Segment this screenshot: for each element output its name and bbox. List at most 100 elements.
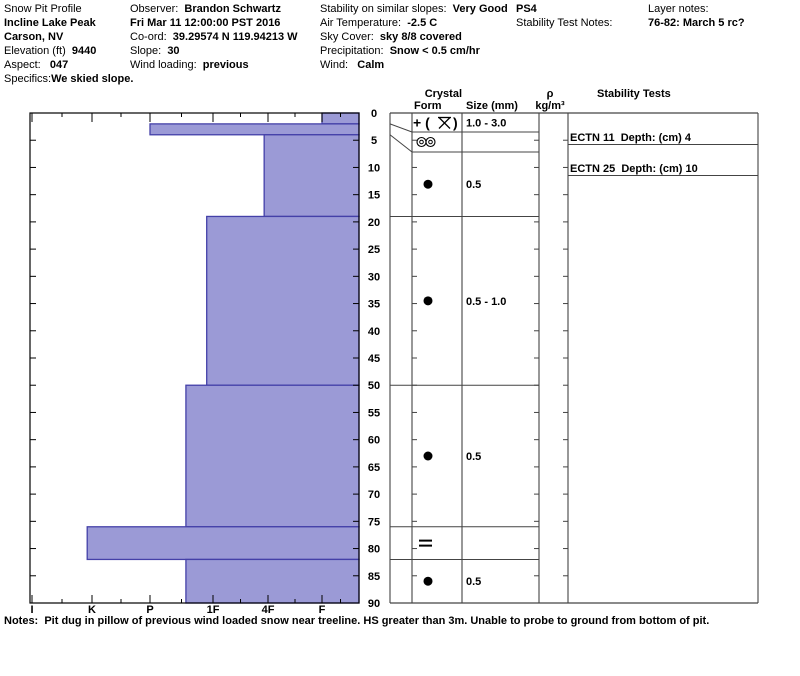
depth-axis-label: 15 bbox=[368, 190, 380, 202]
density-unit-header: kg/m³ bbox=[535, 100, 565, 112]
header-line: Elevation (ft) 9440 bbox=[4, 44, 133, 58]
header-column-location: Snow Pit Profile Incline Lake Peak Carson,… bbox=[4, 2, 133, 86]
depth-axis-label: 90 bbox=[368, 598, 380, 610]
depth-axis-label: 25 bbox=[368, 244, 380, 256]
header-column-conditions: Stability on similar slopes: Very Good Ai… bbox=[320, 2, 508, 72]
field-value: previous bbox=[202, 59, 249, 71]
hardness-bar-layer-4-19 bbox=[263, 134, 360, 218]
hardness-axis-label: K bbox=[88, 604, 96, 616]
header-line: Aspect: 047 bbox=[4, 58, 133, 72]
field-value: 76-82: March 5 rc? bbox=[648, 17, 745, 29]
field-value: -2.5 C bbox=[407, 17, 438, 29]
stability-test-entry: ECTN 25 Depth: (cm) 10 bbox=[570, 163, 698, 175]
notes-label: Notes: bbox=[4, 615, 45, 627]
field-label: Stability on similar slopes: bbox=[320, 3, 453, 15]
field-value: We skied slope. bbox=[51, 73, 134, 85]
header-line: Wind: Calm bbox=[320, 58, 508, 72]
depth-axis-label: 50 bbox=[368, 380, 380, 392]
form-column-header: Form bbox=[414, 100, 442, 112]
depth-axis-label: 20 bbox=[368, 217, 380, 229]
hardness-bar-layer-50-76 bbox=[185, 384, 360, 528]
header-line: Air Temperature: -2.5 C bbox=[320, 16, 508, 30]
field-value: Fri Mar 11 12:00:00 PST 2016 bbox=[130, 17, 281, 29]
crystal-new-snow-icon: + ( bbox=[413, 115, 430, 131]
crystal-rounded-grain-icon bbox=[423, 576, 433, 586]
hardness-axis-label: I bbox=[30, 604, 33, 616]
header-line: Specifics:We skied slope. bbox=[4, 72, 133, 86]
grain-size-value: 0.5 bbox=[466, 179, 481, 191]
header-line: 76-82: March 5 rc? bbox=[648, 16, 745, 30]
header-line: Co-ord: 39.29574 N 119.94213 W bbox=[130, 30, 298, 44]
header-line: Wind loading: previous bbox=[130, 58, 298, 72]
field-value: Brandon Schwartz bbox=[184, 3, 281, 15]
layer-leader-line bbox=[389, 123, 413, 133]
header-column-observer: Observer: Brandon Schwartz Fri Mar 11 12:… bbox=[130, 2, 298, 72]
field-value: sky 8/8 covered bbox=[379, 31, 462, 43]
depth-axis-label: 10 bbox=[368, 162, 380, 174]
header-line: Sky Cover: sky 8/8 covered bbox=[320, 30, 508, 44]
depth-axis-label: 70 bbox=[368, 489, 380, 501]
crystal-melt-crust-icon bbox=[428, 139, 433, 145]
header-line: Stability on similar slopes: Very Good bbox=[320, 2, 508, 16]
header-line: Slope: 30 bbox=[130, 44, 298, 58]
header-line: Precipitation: Snow < 0.5 cm/hr bbox=[320, 44, 508, 58]
field-value: Carson, NV bbox=[4, 31, 64, 43]
header-column-test-notes: PS4 Stability Test Notes: bbox=[516, 2, 612, 30]
field-value: 39.29574 N 119.94213 W bbox=[172, 31, 298, 43]
notes-text: Pit dug in pillow of previous wind loade… bbox=[44, 615, 710, 627]
hardness-axis-label: F bbox=[319, 604, 326, 616]
depth-axis-label: 35 bbox=[368, 299, 380, 311]
depth-axis-label: 60 bbox=[368, 435, 380, 447]
depth-axis-label: 55 bbox=[368, 407, 380, 419]
header-line: Observer: Brandon Schwartz bbox=[130, 2, 298, 16]
hardness-bar-layer-2-4 bbox=[149, 123, 360, 136]
hardness-bar-layer-19-50 bbox=[206, 215, 360, 386]
header-line: Fri Mar 11 12:00:00 PST 2016 bbox=[130, 16, 298, 30]
hardness-axis-label: 4F bbox=[262, 604, 275, 616]
field-label: Observer: bbox=[130, 3, 185, 15]
header-line: Layer notes: bbox=[648, 2, 745, 16]
field-label: Slope: bbox=[130, 45, 168, 57]
field-label: Snow Pit Profile bbox=[4, 3, 82, 15]
field-value: 30 bbox=[167, 45, 180, 57]
crystal-rounded-grain-icon bbox=[423, 451, 433, 461]
crystal-rounded-grain-icon bbox=[423, 179, 433, 189]
header-column-layer-notes: Layer notes: 76-82: March 5 rc? bbox=[648, 2, 745, 30]
crystal-column-header: Crystal bbox=[425, 88, 462, 100]
crystal-melt-crust-icon bbox=[425, 136, 436, 148]
crystal-stellar-icon bbox=[438, 117, 451, 129]
depth-axis-label: 75 bbox=[368, 516, 380, 528]
field-label: Wind: bbox=[320, 59, 358, 71]
size-column-header: Size (mm) bbox=[466, 100, 518, 112]
crystal-rounded-grain-icon bbox=[423, 296, 433, 306]
hardness-axis-label: P bbox=[146, 604, 153, 616]
crystal-new-snow-icon: ) bbox=[453, 115, 458, 131]
depth-axis-label: 30 bbox=[368, 271, 380, 283]
field-label: Elevation (ft) bbox=[4, 45, 72, 57]
field-label: Layer notes: bbox=[648, 3, 709, 15]
depth-axis-label: 40 bbox=[368, 326, 380, 338]
field-label: Aspect: bbox=[4, 59, 50, 71]
field-value: Incline Lake Peak bbox=[4, 17, 96, 29]
header-line: Stability Test Notes: bbox=[516, 16, 612, 30]
grain-size-value: 1.0 - 3.0 bbox=[466, 118, 506, 130]
field-value: Snow < 0.5 cm/hr bbox=[389, 45, 480, 57]
field-label: Specifics: bbox=[4, 73, 52, 85]
depth-axis-label: 5 bbox=[371, 135, 377, 147]
layer-leader-line bbox=[389, 134, 413, 153]
hardness-axis-label: 1F bbox=[207, 604, 220, 616]
field-label: Air Temperature: bbox=[320, 17, 408, 29]
field-value: 047 bbox=[49, 59, 69, 71]
depth-axis-label: 80 bbox=[368, 544, 380, 556]
field-label: Sky Cover: bbox=[320, 31, 380, 43]
field-label: Precipitation: bbox=[320, 45, 390, 57]
header-line: Snow Pit Profile bbox=[4, 2, 133, 16]
header-line: Incline Lake Peak bbox=[4, 16, 133, 30]
header-line: Carson, NV bbox=[4, 30, 133, 44]
grain-size-value: 0.5 - 1.0 bbox=[466, 296, 506, 308]
crystal-melt-crust-icon bbox=[419, 139, 424, 145]
depth-axis-label: 85 bbox=[368, 571, 380, 583]
field-value: PS4 bbox=[516, 3, 537, 15]
stability-tests-header: Stability Tests bbox=[597, 88, 671, 100]
